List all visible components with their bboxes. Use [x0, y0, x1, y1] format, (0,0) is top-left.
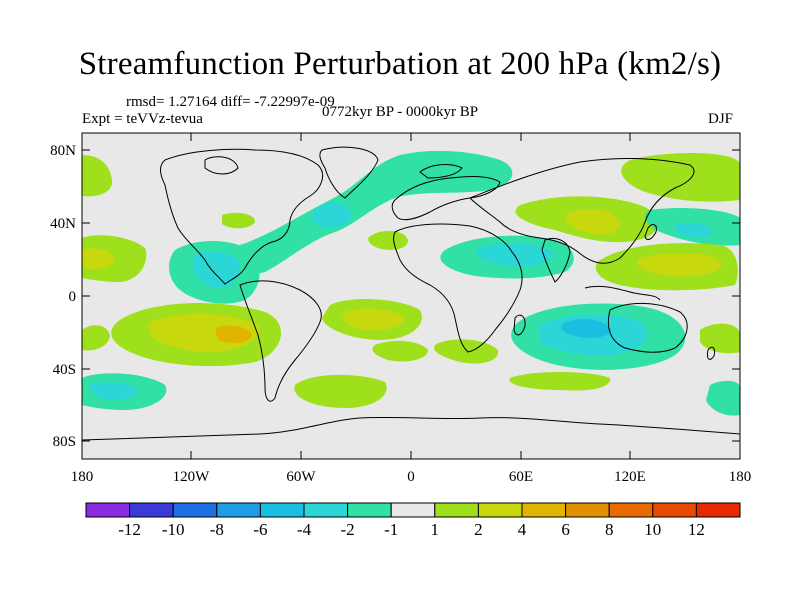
season-label: DJF	[708, 111, 734, 127]
colorbar-label: -4	[297, 520, 312, 539]
lon-tick-label: 0	[407, 469, 415, 485]
colorbar-box	[390, 502, 436, 518]
lat-tick-label: 0	[69, 289, 77, 305]
colorbar-label: 12	[688, 520, 705, 539]
colorbar-box	[216, 502, 261, 518]
colorbar: -12 -10 -8 -6 -4 -2 -1 1 2 4 6 8 10 12	[85, 502, 741, 539]
lon-tick-label: 180	[729, 469, 752, 485]
colorbar-label: 2	[474, 520, 483, 539]
colorbar-label: 1	[431, 520, 440, 539]
coastlines	[82, 146, 740, 441]
lon-tick-marks	[81, 133, 741, 459]
colorbar-label: -6	[253, 520, 267, 539]
colorbar-label: 8	[605, 520, 614, 539]
colorbar-box	[695, 502, 741, 518]
colorbar-label: -12	[118, 520, 141, 539]
experiment-label: Expt = teVVz-tevua	[82, 111, 203, 127]
lat-tick-label: 80N	[50, 143, 76, 159]
colorbar-label: -8	[210, 520, 224, 539]
colorbar-box	[303, 502, 349, 518]
colorbar-box	[608, 502, 654, 518]
lat-tick-marks	[82, 149, 740, 442]
colorbar-box	[259, 502, 305, 518]
lon-tick-labels: 180 120W 60W 0 60E 120E 180	[71, 469, 752, 485]
colorbar-label: 4	[518, 520, 527, 539]
map-title: Streamfunction Perturbation at 200 hPa (…	[78, 46, 722, 82]
contour-fields	[82, 150, 740, 416]
colorbar-box	[565, 502, 610, 518]
colorbar-box	[347, 502, 392, 518]
lon-tick-label: 180	[71, 469, 94, 485]
colorbar-box	[172, 502, 218, 518]
lon-tick-label: 60W	[286, 469, 316, 485]
lon-tick-label: 60E	[509, 469, 533, 485]
period-label: 0772kyr BP - 0000kyr BP	[322, 104, 479, 120]
colorbar-box	[85, 502, 131, 518]
lat-tick-labels: 80N 40N 0 40S 80S	[50, 143, 76, 450]
colorbar-box	[477, 502, 523, 518]
lon-tick-label: 120E	[614, 469, 646, 485]
colorbar-box	[129, 502, 174, 518]
colorbar-label: -1	[384, 520, 398, 539]
colorbar-box	[652, 502, 697, 518]
colorbar-box	[434, 502, 479, 518]
lat-tick-label: 40N	[50, 216, 76, 232]
lat-tick-label: 80S	[53, 434, 76, 450]
colorbar-box	[521, 502, 567, 518]
stats-label: rmsd= 1.27164 diff= -7.22997e-09	[126, 94, 335, 110]
colorbar-label: 10	[644, 520, 661, 539]
colorbar-label: 6	[561, 520, 570, 539]
colorbar-label: -2	[341, 520, 355, 539]
lat-tick-label: 40S	[53, 362, 76, 378]
lon-tick-label: 120W	[173, 469, 211, 485]
colorbar-label: -10	[162, 520, 185, 539]
